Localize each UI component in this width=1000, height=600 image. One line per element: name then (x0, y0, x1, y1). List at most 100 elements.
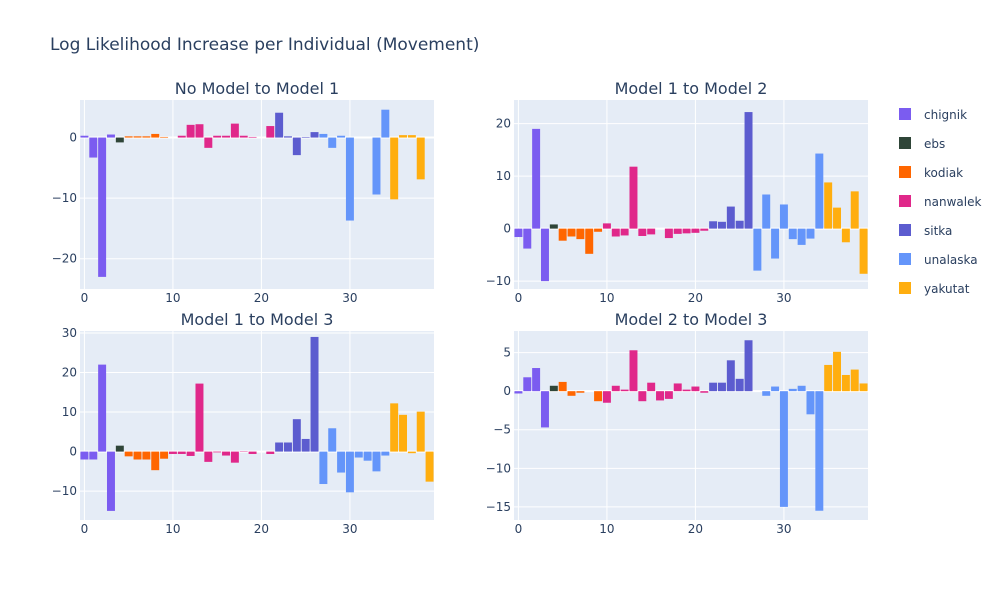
bar-unalaska[interactable] (771, 228, 780, 259)
bar-nanwalek[interactable] (177, 135, 186, 138)
bar-sitka[interactable] (709, 221, 718, 229)
bar-kodiak[interactable] (151, 133, 160, 138)
bar-nanwalek[interactable] (222, 451, 231, 456)
bar-ebs[interactable] (549, 385, 558, 392)
bar-nanwalek[interactable] (230, 451, 239, 463)
bar-nanwalek[interactable] (204, 137, 213, 148)
bar-yakutat[interactable] (859, 228, 868, 274)
bar-unalaska[interactable] (381, 109, 390, 138)
bar-nanwalek[interactable] (629, 350, 638, 392)
bar-kodiak[interactable] (142, 451, 151, 460)
bar-chignik[interactable] (89, 137, 98, 158)
bar-nanwalek[interactable] (682, 228, 691, 234)
bar-sitka[interactable] (301, 136, 310, 138)
legend-item-nanwalek[interactable]: nanwalek (899, 195, 981, 209)
bar-kodiak[interactable] (160, 136, 169, 138)
bar-nanwalek[interactable] (204, 451, 213, 462)
bar-unalaska[interactable] (345, 137, 354, 221)
bar-yakutat[interactable] (833, 351, 842, 392)
bar-yakutat[interactable] (850, 191, 859, 229)
bar-unalaska[interactable] (337, 135, 346, 138)
bar-nanwalek[interactable] (629, 166, 638, 229)
bar-kodiak[interactable] (133, 451, 142, 460)
bar-unalaska[interactable] (788, 388, 797, 392)
bar-sitka[interactable] (275, 442, 284, 452)
bar-nanwalek[interactable] (620, 228, 629, 236)
bar-chignik[interactable] (89, 451, 98, 460)
bar-kodiak[interactable] (133, 136, 142, 138)
bar-chignik[interactable] (98, 137, 107, 277)
bar-nanwalek[interactable] (186, 451, 195, 456)
bar-nanwalek[interactable] (213, 135, 222, 138)
bar-unalaska[interactable] (753, 228, 762, 271)
bar-sitka[interactable] (292, 137, 301, 156)
bar-yakutat[interactable] (390, 403, 399, 452)
bar-nanwalek[interactable] (195, 383, 204, 452)
bar-unalaska[interactable] (797, 385, 806, 392)
bar-nanwalek[interactable] (656, 391, 665, 401)
legend-item-unalaska[interactable]: unalaska (899, 253, 978, 267)
bar-unalaska[interactable] (797, 228, 806, 245)
legend-item-sitka[interactable]: sitka (899, 224, 952, 238)
bar-nanwalek[interactable] (664, 228, 673, 239)
bar-unalaska[interactable] (815, 153, 824, 229)
bar-unalaska[interactable] (762, 194, 771, 229)
bar-kodiak[interactable] (576, 391, 585, 393)
bar-nanwalek[interactable] (638, 228, 647, 236)
bar-chignik[interactable] (106, 134, 115, 138)
bar-sitka[interactable] (717, 382, 726, 392)
bar-unalaska[interactable] (363, 451, 372, 461)
bar-nanwalek[interactable] (647, 228, 656, 235)
bar-sitka[interactable] (275, 112, 284, 138)
bar-nanwalek[interactable] (664, 391, 673, 399)
bar-unalaska[interactable] (345, 451, 354, 493)
bar-sitka[interactable] (283, 136, 292, 138)
bar-kodiak[interactable] (558, 228, 567, 241)
bar-unalaska[interactable] (788, 228, 797, 240)
bar-nanwalek[interactable] (266, 126, 275, 138)
bar-unalaska[interactable] (762, 391, 771, 396)
bar-nanwalek[interactable] (248, 136, 257, 138)
bar-sitka[interactable] (726, 360, 735, 392)
bar-yakutat[interactable] (841, 374, 850, 392)
bar-yakutat[interactable] (407, 135, 416, 138)
bar-nanwalek[interactable] (638, 391, 647, 402)
bar-unalaska[interactable] (354, 451, 363, 458)
bar-chignik[interactable] (540, 391, 549, 428)
bar-nanwalek[interactable] (700, 228, 709, 231)
bar-yakutat[interactable] (833, 207, 842, 229)
bar-kodiak[interactable] (160, 451, 169, 459)
bar-unalaska[interactable] (806, 228, 815, 239)
bar-unalaska[interactable] (381, 451, 390, 456)
bar-nanwalek[interactable] (682, 389, 691, 392)
bar-sitka[interactable] (283, 442, 292, 452)
bar-nanwalek[interactable] (222, 135, 231, 138)
bar-nanwalek[interactable] (620, 389, 629, 392)
bar-unalaska[interactable] (779, 391, 788, 507)
bar-unalaska[interactable] (372, 451, 381, 472)
bar-nanwalek[interactable] (266, 451, 275, 454)
bar-kodiak[interactable] (124, 451, 133, 457)
bar-yakutat[interactable] (841, 228, 850, 243)
bar-unalaska[interactable] (815, 391, 824, 511)
bar-nanwalek[interactable] (602, 223, 611, 229)
bar-unalaska[interactable] (319, 133, 328, 138)
bar-nanwalek[interactable] (602, 391, 611, 403)
legend-item-ebs[interactable]: ebs (899, 137, 945, 151)
bar-nanwalek[interactable] (700, 391, 709, 393)
bar-sitka[interactable] (310, 336, 319, 452)
bar-sitka[interactable] (709, 382, 718, 392)
bar-chignik[interactable] (80, 451, 89, 460)
bar-chignik[interactable] (80, 135, 89, 138)
bar-sitka[interactable] (310, 132, 319, 138)
bar-nanwalek[interactable] (230, 123, 239, 138)
bar-kodiak[interactable] (567, 391, 576, 396)
bar-sitka[interactable] (301, 438, 310, 452)
bar-ebs[interactable] (115, 137, 124, 143)
bar-kodiak[interactable] (151, 451, 160, 471)
bar-sitka[interactable] (717, 221, 726, 229)
bar-yakutat[interactable] (407, 451, 416, 454)
bar-yakutat[interactable] (390, 137, 399, 200)
bar-yakutat[interactable] (416, 137, 425, 180)
bar-kodiak[interactable] (594, 391, 603, 402)
